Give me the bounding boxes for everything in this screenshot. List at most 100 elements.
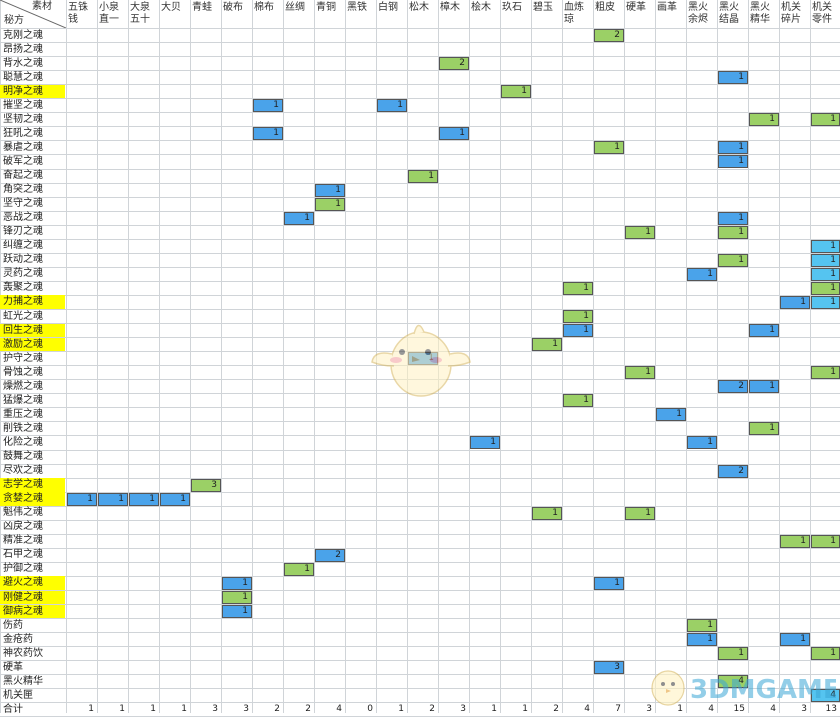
total-value: 2 [429,703,435,714]
grid-vline [314,0,315,713]
total-value: 3 [646,703,652,714]
column-header: 樟木 [440,2,460,13]
grid-hline [0,309,840,310]
cell-mark: 1 [749,380,779,394]
cell-mark: 1 [811,113,840,127]
column-header: 机关 碎片 [781,2,801,25]
grid-hline [0,492,840,493]
cell-mark: 1 [811,534,840,548]
cell-mark: 1 [687,436,717,450]
row-label: 削铁之魂 [3,422,43,434]
row-label: 暴虐之魂 [3,141,43,153]
row-label: 锋刃之魂 [3,226,43,238]
row-label: 背水之魂 [3,57,43,69]
column-header: 小泉 直一 [99,2,119,25]
grid-vline [593,0,594,713]
grid-vline [190,0,191,713]
corner-top-label: 素材 [32,1,52,12]
cell-mark: 1 [625,225,655,239]
row-label: 避火之魂 [0,576,65,590]
grid-vline [624,0,625,713]
cell-mark: 1 [222,605,252,619]
cell-mark: 1 [749,324,779,338]
row-label: 尽欢之魂 [3,465,43,477]
column-header: 青铜 [316,2,336,13]
total-value: 15 [733,703,745,714]
row-label: 硬革 [3,661,23,673]
cell-mark: 1 [160,492,190,506]
grid-hline [0,450,840,451]
row-label: 鼓舞之魂 [3,451,43,462]
row-label: 灵药之魂 [3,268,43,280]
cell-mark: 1 [532,506,562,520]
row-label: 骨蚀之魂 [3,366,43,378]
cell-mark: 1 [749,422,779,436]
grid-hline [0,646,840,647]
grid-hline [0,281,840,282]
grid-hline [0,140,840,141]
grid-hline [0,112,840,113]
grid-hline [0,604,840,605]
grid-hline [0,548,840,549]
total-value: 1 [88,703,94,714]
cell-mark: 1 [749,113,779,127]
row-label: 摧坚之魂 [3,99,43,111]
row-label: 狂吼之魂 [3,127,43,139]
grid-hline [0,253,840,254]
grid-vline [66,0,67,713]
column-header: 碧玉 [533,2,553,13]
row-label: 激励之魂 [0,337,65,352]
column-header: 丝绸 [285,2,305,13]
row-label: 黑火精华 [3,675,43,687]
grid-vline [252,0,253,713]
cell-mark: 1 [811,366,840,380]
grid-hline [0,98,840,99]
total-value: 3 [801,703,807,714]
total-value: 1 [398,703,404,714]
cell-mark: 1 [594,141,624,155]
column-header: 黑火 精华 [750,2,770,25]
cell-mark: 1 [377,99,407,113]
total-value: 0 [367,703,373,714]
column-header: 玖石 [502,2,522,13]
column-header: 机关 零件 [812,2,832,25]
cell-mark: 1 [687,619,717,633]
cell-mark: 2 [718,464,748,478]
row-label: 石甲之魂 [3,549,43,561]
grid-hline [0,534,840,535]
grid-hline [0,84,840,85]
column-header: 硬革 [626,2,646,13]
grid-vline [562,0,563,713]
cell-mark: 1 [315,183,345,197]
grid-hline [0,211,840,212]
cell-mark: 1 [222,576,252,590]
column-header: 桧木 [471,2,491,13]
row-label: 力捕之魂 [0,295,65,309]
cell-mark: 1 [563,281,593,295]
cell-mark: 1 [811,253,840,267]
row-label: 机关匣 [3,689,33,701]
row-label: 刚健之魂 [0,590,65,605]
grid-hline [0,562,840,563]
row-label: 奋起之魂 [3,170,43,181]
grid-hline [0,688,840,689]
grid-hline [0,506,840,507]
cell-mark: 1 [718,71,748,85]
grid-hline [0,70,840,71]
column-header: 大贝 [161,2,181,13]
grid-hline [0,28,840,29]
corner-diagonal [0,0,66,28]
row-label: 魁伟之魂 [3,507,43,519]
cell-mark: 1 [811,267,840,281]
row-label: 破军之魂 [3,155,43,167]
total-value: 4 [336,703,342,714]
grid-vline [748,0,749,713]
total-value: 1 [150,703,156,714]
grid-hline [0,660,840,661]
column-header: 黑铁 [347,2,367,13]
cell-mark: 2 [594,29,624,43]
grid-vline [531,0,532,713]
grid-vline [717,0,718,713]
column-header: 黑火 结晶 [719,2,739,25]
